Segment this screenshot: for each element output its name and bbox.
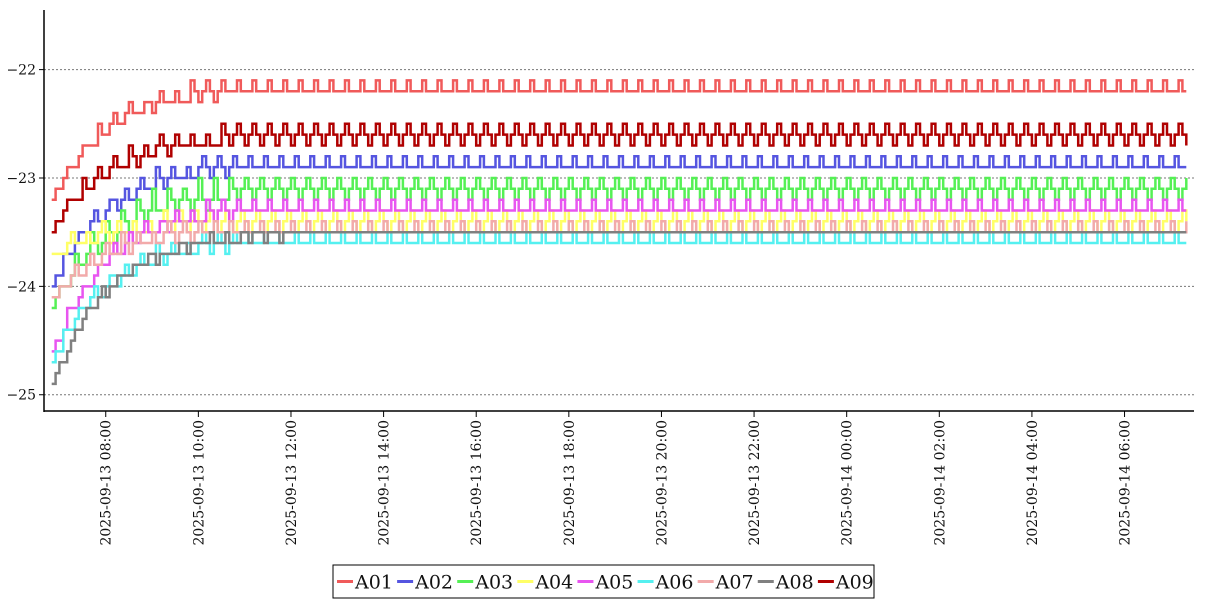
y-tick-label: −25: [6, 388, 36, 404]
x-tick-label: 2025-09-13 18:00: [562, 420, 578, 546]
series-lines: [51, 79, 1188, 386]
legend-label: A02: [414, 572, 453, 594]
x-tick-label: 2025-09-13 12:00: [284, 420, 300, 546]
legend-box: [332, 564, 875, 599]
x-tick-label: 2025-09-14 06:00: [1118, 420, 1134, 546]
series-line-a09: [51, 122, 1188, 234]
legend-label: A04: [534, 572, 573, 594]
x-tick-label: 2025-09-13 16:00: [469, 420, 485, 546]
legend-label: A03: [474, 572, 513, 594]
legend-label: A01: [354, 572, 393, 594]
y-tick-label: −23: [6, 171, 36, 187]
x-tick-label: 2025-09-13 20:00: [654, 420, 670, 546]
series-line-a06: [51, 230, 1187, 364]
legend-label: A06: [655, 572, 694, 594]
series-line-a03: [51, 176, 1188, 310]
legend-label: A09: [835, 572, 874, 594]
series-line-a04: [51, 209, 1188, 256]
x-tick-label: 2025-09-13 10:00: [191, 420, 207, 546]
legend-label: A07: [715, 572, 754, 594]
y-tick-label: −22: [6, 63, 36, 79]
x-tick-label: 2025-09-14 02:00: [932, 420, 948, 546]
x-tick-label: 2025-09-13 14:00: [377, 420, 393, 546]
x-tick-label: 2025-09-14 04:00: [1025, 420, 1041, 546]
x-tick-label: 2025-09-13 08:00: [99, 420, 115, 546]
series-line-a02: [51, 155, 1187, 288]
series-line-a01: [51, 79, 1187, 201]
series-line-a05: [51, 198, 1187, 353]
legend-label: A05: [594, 572, 633, 594]
x-tick-label: 2025-09-14 00:00: [840, 420, 856, 546]
y-tick-label: −24: [6, 279, 36, 295]
x-tick-label: 2025-09-13 22:00: [747, 420, 763, 546]
legend-label: A08: [775, 572, 814, 594]
legend: A01 A02 A03 A04 A05 A06 A07 A08 A09: [332, 564, 875, 599]
series-line-a08: [51, 230, 1187, 386]
axes: −25 −24 −23 −22 2025-09-13 08:00 2025-09-13 1…: [6, 10, 1194, 546]
